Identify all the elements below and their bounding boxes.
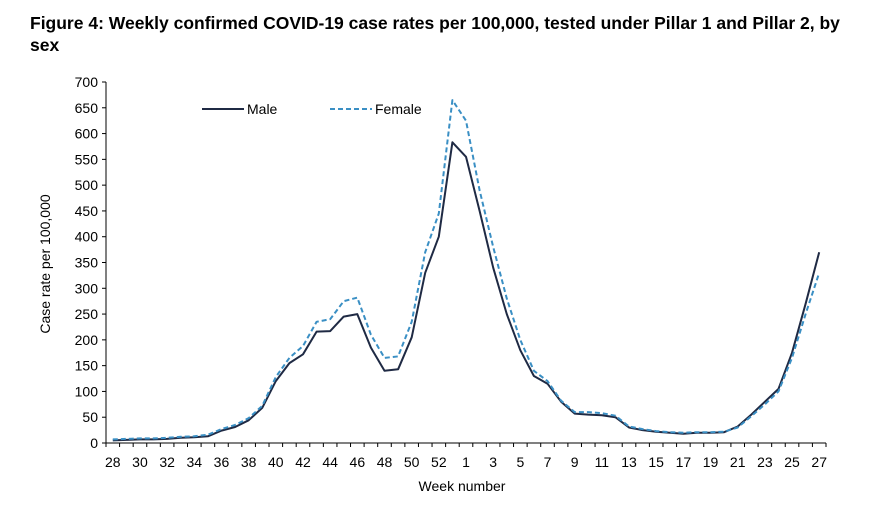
x-tick-label: 9 <box>571 454 579 470</box>
x-tick-label: 50 <box>404 454 420 470</box>
x-tick-label: 19 <box>703 454 719 470</box>
legend-label-male: Male <box>247 101 278 117</box>
x-tick-label: 5 <box>516 454 524 470</box>
x-tick-label: 48 <box>377 454 393 470</box>
x-tick-label: 32 <box>159 454 175 470</box>
x-tick-label: 1 <box>462 454 470 470</box>
x-ticks: 28 30 32 34 36 38 40 42 44 46 48 50 52 1 3 5 7 9 11 13 15 17 1… <box>105 443 827 470</box>
y-tick-label: 450 <box>75 203 99 219</box>
chart-title: Figure 4: Weekly confirmed COVID-19 case… <box>30 13 840 55</box>
y-tick-label: 700 <box>75 74 99 90</box>
legend-label-female: Female <box>375 101 422 117</box>
y-tick-label: 250 <box>75 306 99 322</box>
x-tick-label: 3 <box>489 454 497 470</box>
x-tick-label: 44 <box>322 454 338 470</box>
y-tick-label: 50 <box>82 409 98 425</box>
x-tick-label: 46 <box>350 454 366 470</box>
x-tick-label: 38 <box>241 454 257 470</box>
y-tick-label: 300 <box>75 280 99 296</box>
series-line-male <box>112 141 821 442</box>
x-tick-label: 23 <box>757 454 773 470</box>
x-tick-label: 36 <box>214 454 230 470</box>
x-tick-label: 40 <box>268 454 284 470</box>
x-axis-label: Week number <box>419 478 506 494</box>
x-tick-label: 27 <box>811 454 827 470</box>
x-tick-label: 52 <box>431 454 447 470</box>
series-lines <box>112 99 821 442</box>
y-ticks: 0 50 100 150 200 250 300 350 400 450 500 550 600 650 7… <box>75 74 106 451</box>
x-tick-label: 7 <box>544 454 552 470</box>
x-tick-label: 13 <box>621 454 637 470</box>
legend: Male Female <box>202 101 422 117</box>
y-tick-label: 350 <box>75 255 99 271</box>
series-line-female <box>112 99 821 441</box>
y-tick-label: 400 <box>75 229 99 245</box>
x-tick-label: 30 <box>132 454 148 470</box>
y-tick-label: 650 <box>75 100 99 116</box>
x-tick-label: 21 <box>730 454 746 470</box>
y-tick-label: 150 <box>75 358 99 374</box>
y-axis-label: Case rate per 100,000 <box>37 194 53 334</box>
axes <box>105 82 826 444</box>
x-tick-label: 25 <box>784 454 800 470</box>
y-tick-label: 500 <box>75 177 99 193</box>
x-tick-label: 17 <box>676 454 692 470</box>
y-tick-label: 100 <box>75 383 99 399</box>
x-tick-label: 15 <box>648 454 664 470</box>
x-tick-label: 28 <box>105 454 121 470</box>
y-tick-label: 0 <box>90 435 98 451</box>
y-tick-label: 200 <box>75 332 99 348</box>
x-tick-label: 34 <box>187 454 203 470</box>
y-tick-label: 550 <box>75 151 99 167</box>
y-tick-label: 600 <box>75 126 99 142</box>
x-tick-label: 11 <box>595 454 610 470</box>
x-tick-label: 42 <box>295 454 311 470</box>
